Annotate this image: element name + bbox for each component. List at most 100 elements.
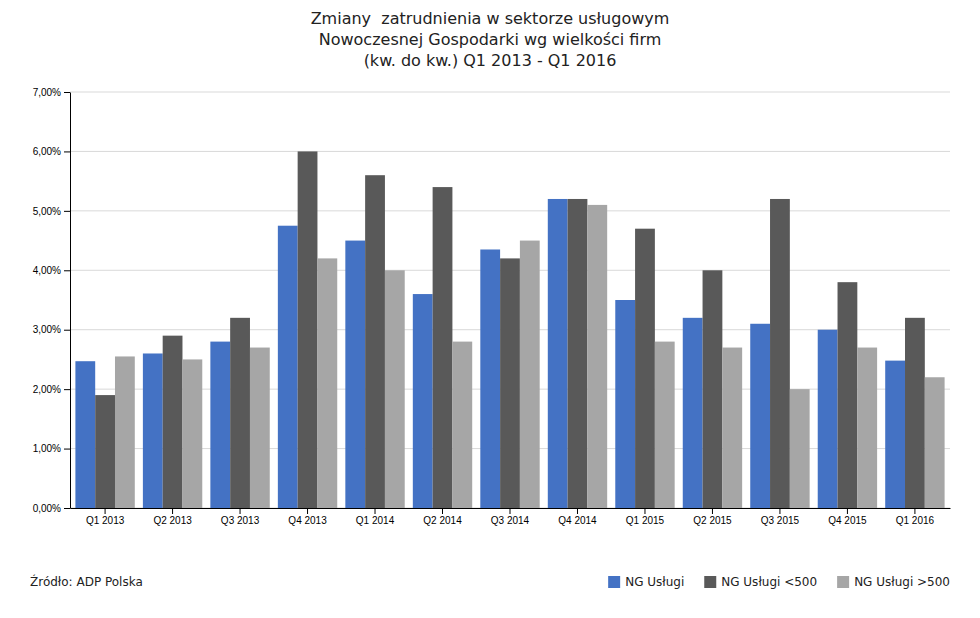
y-tick-label: 3,00% (33, 324, 61, 335)
x-tick-mark (914, 508, 915, 514)
grid-line (70, 151, 950, 152)
bar (750, 324, 770, 508)
y-tick-mark (64, 508, 70, 509)
bar (818, 330, 838, 508)
x-tick-mark (847, 508, 848, 514)
bar (317, 258, 337, 508)
x-tick-label: Q2 2014 (423, 515, 462, 526)
y-tick: 4,00% (33, 265, 70, 276)
bar (163, 336, 183, 508)
legend-swatch (608, 576, 620, 588)
plot: 0,00%1,00%2,00%3,00%4,00%5,00%6,00%7,00%… (33, 87, 951, 526)
bar (885, 361, 905, 508)
x-tick: Q4 2015 (828, 508, 867, 526)
y-tick: 0,00% (33, 503, 70, 514)
x-tick: Q2 2014 (423, 508, 462, 526)
x-tick-mark (779, 508, 780, 514)
bar (703, 270, 723, 508)
y-tick-label: 0,00% (33, 503, 61, 514)
x-tick-mark (240, 508, 241, 514)
bar (143, 353, 163, 508)
bar (925, 377, 945, 508)
bar (298, 151, 318, 508)
bar (452, 342, 472, 508)
legend-swatch (704, 576, 716, 588)
x-tick-label: Q3 2015 (761, 515, 800, 526)
y-tick-label: 4,00% (33, 265, 61, 276)
y-tick-mark (64, 211, 70, 212)
x-tick-label: Q1 2014 (356, 515, 395, 526)
x-tick: Q1 2015 (626, 508, 665, 526)
title-line: Zmiany zatrudnienia w sektorze usługowym (311, 9, 670, 28)
series (115, 205, 945, 508)
y-tick-mark (64, 270, 70, 271)
bar (433, 187, 453, 508)
legend-label: NG Usługi (625, 575, 684, 589)
title-line: Nowoczesnej Gospodarki wg wielkości firm (319, 30, 662, 49)
x-tick: Q3 2013 (221, 508, 260, 526)
x-tick: Q1 2014 (356, 508, 395, 526)
x-tick-label: Q4 2015 (828, 515, 867, 526)
bar (115, 356, 135, 508)
bar (210, 342, 230, 508)
title: Zmiany zatrudnienia w sektorze usługowym… (311, 9, 670, 70)
source-note: Źródło: ADP Polska (30, 574, 143, 589)
grid-line (70, 210, 950, 211)
x-tick-mark (172, 508, 173, 514)
bar (75, 361, 95, 508)
y-tick: 1,00% (33, 443, 70, 454)
bar (500, 258, 520, 508)
bar (278, 226, 298, 508)
y-tick-mark (64, 449, 70, 450)
bar (95, 395, 115, 508)
legend-item: NG Usługi >500 (837, 575, 950, 589)
bar (857, 348, 877, 508)
bar (587, 205, 607, 508)
bar (345, 241, 365, 508)
bar (615, 300, 635, 508)
x-tick: Q2 2013 (153, 508, 192, 526)
bar (230, 318, 250, 508)
y-tick: 5,00% (33, 206, 70, 217)
bar (655, 342, 675, 508)
series (95, 151, 925, 508)
y-tick-label: 1,00% (33, 443, 61, 454)
y-tick-label: 6,00% (33, 146, 61, 157)
x-tick-mark (375, 508, 376, 514)
bar (182, 359, 202, 508)
y-axis-line (70, 93, 71, 509)
bar (250, 348, 270, 508)
bar (683, 318, 703, 508)
x-tick-label: Q1 2013 (86, 515, 125, 526)
bar (385, 270, 405, 508)
bar (722, 348, 742, 508)
bar (838, 282, 858, 508)
legend-label: NG Usługi >500 (854, 575, 950, 589)
y-tick: 3,00% (33, 324, 70, 335)
x-tick-mark (712, 508, 713, 514)
y-tick-mark (64, 92, 70, 93)
y-tick-mark (64, 330, 70, 331)
x-tick: Q3 2014 (491, 508, 530, 526)
y-axis: 0,00%1,00%2,00%3,00%4,00%5,00%6,00%7,00% (33, 87, 71, 514)
x-tick-mark (442, 508, 443, 514)
y-tick-label: 2,00% (33, 384, 61, 395)
x-tick-label: Q4 2013 (288, 515, 327, 526)
x-tick-mark (307, 508, 308, 514)
legend-label: NG Usługi <500 (721, 575, 817, 589)
bar (770, 199, 790, 508)
bar (520, 241, 540, 508)
x-tick-mark (510, 508, 511, 514)
y-tick: 6,00% (33, 146, 70, 157)
x-tick-label: Q1 2016 (896, 515, 935, 526)
x-tick-label: Q2 2015 (693, 515, 732, 526)
x-tick-label: Q3 2013 (221, 515, 260, 526)
x-tick-label: Q4 2014 (558, 515, 597, 526)
x-tick: Q4 2013 (288, 508, 327, 526)
x-tick-label: Q3 2014 (491, 515, 530, 526)
x-tick: Q1 2016 (896, 508, 935, 526)
legend-item: NG Usługi (608, 575, 684, 589)
chart: Zmiany zatrudnienia w sektorze usługowym… (0, 0, 980, 618)
x-tick-label: Q2 2013 (153, 515, 192, 526)
bar (790, 389, 810, 508)
